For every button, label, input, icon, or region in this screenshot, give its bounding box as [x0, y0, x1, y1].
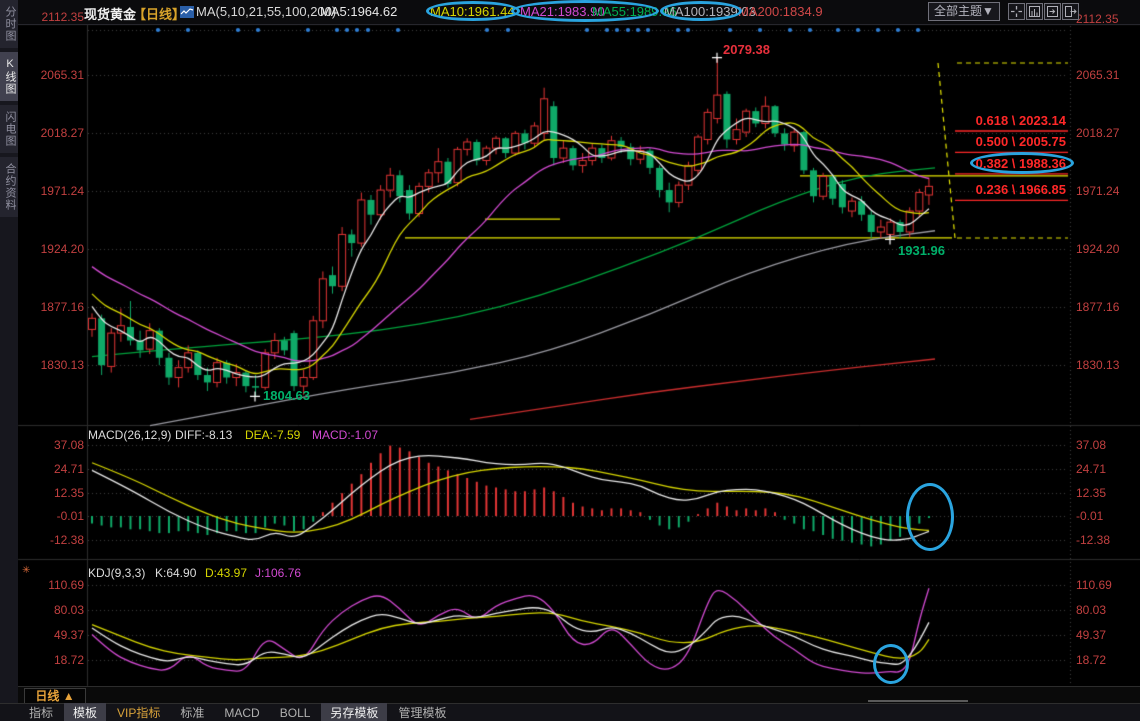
left-sidebar: 分时图 K线图闪电图合约资料	[0, 0, 18, 703]
macd-axis-label-right: 37.08	[1076, 438, 1107, 453]
price-axis-label-left: 1877.16	[40, 300, 84, 314]
kdj-j-value: J:106.76	[255, 566, 302, 580]
macd-axis-label-left: 12.35	[53, 485, 84, 500]
kdj-axis-label-right: 49.37	[1076, 627, 1107, 642]
macd-diff-value: DIFF:-8.13	[175, 428, 233, 442]
macd-axis-label-right: -12.38	[1076, 532, 1111, 547]
price-axis-label-left: 1971.24	[40, 184, 84, 198]
price-axis-label-right: 2112.35	[1076, 12, 1119, 26]
macd-axis-label-right: 24.71	[1076, 462, 1107, 477]
kdj-axis-label-left: 110.69	[48, 578, 84, 592]
high-price-annotation: 2079.38	[723, 41, 770, 57]
price-axis-label-left: 2065.31	[40, 68, 84, 82]
macd-axis-label-right: 12.35	[1076, 485, 1107, 500]
price-axis-label-left: 1924.20	[40, 242, 84, 256]
footer-tab[interactable]: BOLL	[279, 705, 311, 720]
macd-axis-label-left: -0.01	[56, 509, 84, 524]
ma200-value: MA200:1834.9	[738, 4, 823, 19]
price-axis-label-right: 1830.13	[1076, 358, 1120, 372]
pane-forward-icon[interactable]	[1044, 3, 1061, 20]
footer-tab[interactable]: 标准	[180, 706, 205, 720]
macd-axis-label-left: -12.38	[49, 532, 84, 547]
kdj-axis-label-left: 18.72	[53, 652, 84, 667]
low-price-annotation: 1931.96	[898, 243, 945, 259]
indicator-flag-icon: ✳	[22, 565, 31, 576]
swing-low-annotation: 1804.63	[263, 388, 310, 404]
kdj-axis-label-right: 110.69	[1076, 578, 1112, 592]
macd-axis-label-right: -0.01	[1076, 509, 1104, 524]
kdj-title: KDJ(9,3,3)	[88, 566, 146, 580]
sidebar-tab-item[interactable]: 合约资料	[0, 157, 18, 217]
symbol-title: 现货黄金	[84, 7, 137, 22]
macd-macd-value: MACD:-1.07	[312, 428, 379, 442]
ma5-value: MA5:1964.62	[320, 4, 398, 19]
highlight-ellipse-annotation	[426, 1, 520, 21]
bottom-tab-bar: 指标 模板 VIP指标 标准 MACD BOLL 另存模板 管理模板	[0, 703, 1140, 721]
macd-dea-value: DEA:-7.59	[245, 428, 301, 442]
kdj-k-value: K:64.90	[155, 566, 197, 580]
theme-dropdown-button[interactable]: 全部主题▼	[928, 2, 1000, 21]
highlight-ellipse-annotation	[511, 0, 659, 22]
price-axis-label-right: 1877.16	[1076, 300, 1120, 314]
time-axis-row: 日线 ▲	[18, 686, 1140, 704]
price-axis-label-right: 1924.20	[1076, 242, 1120, 256]
fib-level-label: 0.500 \ 2005.75	[975, 134, 1066, 150]
price-axis-label-left: 2112.35	[41, 10, 85, 24]
kdj-axis-label-left: 49.37	[53, 627, 84, 642]
kdj-axis-label-right: 80.03	[1076, 602, 1107, 617]
pane-scale-icon[interactable]	[1026, 3, 1043, 20]
macd-title: MACD(26,12,9)	[88, 428, 172, 442]
footer-tab[interactable]: 指标	[29, 706, 54, 720]
fib-level-label: 0.618 \ 2023.14	[975, 113, 1066, 128]
chart-scrollbar[interactable]	[868, 700, 968, 702]
sidebar-tab-active[interactable]: K线图	[0, 52, 18, 101]
crosshair-icon[interactable]	[1008, 3, 1025, 20]
macd-axis-label-left: 37.08	[53, 438, 84, 453]
highlight-ellipse-annotation	[906, 483, 954, 551]
footer-tab[interactable]: 模板	[64, 703, 107, 721]
price-axis-label-left: 2018.27	[40, 126, 84, 140]
kdj-axis-label-right: 18.72	[1076, 652, 1107, 667]
price-axis-label-right: 2018.27	[1076, 126, 1120, 140]
price-axis-label-left: 1830.13	[40, 358, 84, 372]
highlight-ellipse-annotation	[873, 644, 909, 684]
macd-axis-label-left: 24.71	[53, 462, 84, 477]
fib-level-label: 0.236 \ 1966.85	[975, 182, 1066, 198]
kline-style-icon[interactable]	[180, 5, 194, 22]
footer-tab[interactable]: 管理模板	[398, 706, 447, 720]
footer-tab[interactable]: 另存模板	[321, 703, 388, 721]
sidebar-tab-item[interactable]: 闪电图	[0, 105, 18, 153]
highlight-ellipse-annotation	[660, 1, 742, 21]
sidebar-tab-item[interactable]: 分时图	[0, 0, 18, 48]
price-axis-label-right: 1971.24	[1076, 184, 1120, 198]
footer-tab[interactable]: MACD	[224, 705, 260, 720]
kdj-axis-label-left: 80.03	[53, 602, 84, 617]
price-axis-label-right: 2065.31	[1076, 68, 1120, 82]
period-selector[interactable]: 日线 ▲	[24, 688, 86, 704]
kdj-d-value: D:43.97	[205, 566, 248, 580]
pane-exit-icon[interactable]	[1062, 3, 1079, 20]
ma-settings-label: MA(5,10,21,55,100,200)	[196, 4, 337, 19]
footer-tab[interactable]: VIP指标	[117, 706, 161, 720]
highlight-ellipse-annotation	[970, 152, 1074, 174]
period-label: 【日线】	[133, 7, 186, 22]
